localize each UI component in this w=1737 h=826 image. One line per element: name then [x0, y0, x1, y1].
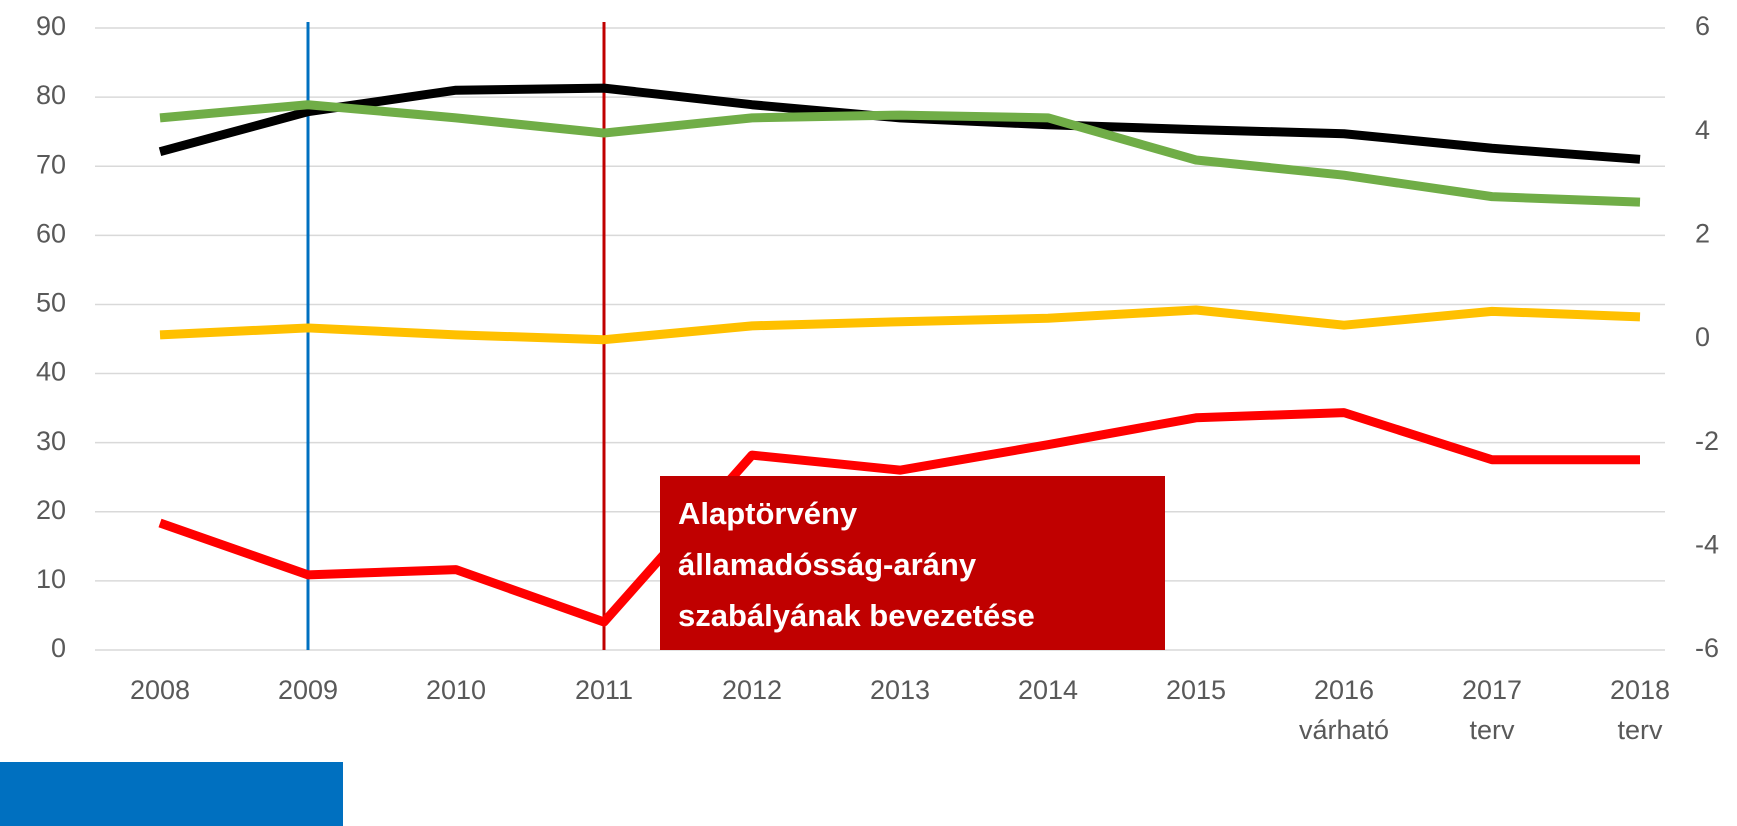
y-tick-label: 30	[36, 426, 66, 456]
corner-band	[0, 762, 343, 826]
series-line	[159, 100, 1641, 207]
y2-tick-label: 4	[1695, 115, 1710, 145]
x-tick-label: 2017	[1462, 675, 1522, 705]
x-tick-label: 2010	[426, 675, 486, 705]
y-tick-label: 70	[36, 149, 66, 179]
x-tick-label: 2009	[278, 675, 338, 705]
x-tick-sublabel: terv	[1469, 715, 1515, 745]
x-tick-sublabel: várható	[1299, 715, 1389, 745]
series-line	[159, 305, 1641, 345]
annotation-box	[660, 476, 1165, 650]
annotation-text: Alaptörvény	[678, 496, 858, 531]
x-tick-label: 2015	[1166, 675, 1226, 705]
x-tick-label: 2008	[130, 675, 190, 705]
y-tick-label: 80	[36, 80, 66, 110]
y2-tick-label: -4	[1695, 529, 1719, 559]
y-tick-label: 0	[51, 633, 66, 663]
y2-tick-label: 6	[1695, 11, 1710, 41]
x-tick-label: 2016	[1314, 675, 1374, 705]
y-tick-label: 90	[36, 11, 66, 41]
y2-tick-label: -6	[1695, 633, 1719, 663]
y2-tick-label: 0	[1695, 322, 1710, 352]
x-tick-label: 2011	[575, 675, 633, 705]
y-tick-label: 10	[36, 564, 66, 594]
x-tick-label: 2013	[870, 675, 930, 705]
x-tick-label: 2014	[1018, 675, 1078, 705]
annotation-text: szabályának bevezetése	[678, 598, 1035, 633]
annotation-text: államadósság-arány	[678, 547, 977, 582]
y-tick-label: 50	[36, 288, 66, 318]
x-tick-label: 2018	[1610, 675, 1670, 705]
series-line	[158, 83, 1641, 164]
y2-tick-label: -2	[1695, 426, 1719, 456]
y-tick-label: 60	[36, 218, 66, 248]
y-tick-label: 20	[36, 495, 66, 525]
y-tick-label: 40	[36, 357, 66, 387]
x-tick-label: 2012	[722, 675, 782, 705]
x-tick-sublabel: terv	[1617, 715, 1663, 745]
series-line	[158, 408, 1640, 627]
y2-tick-label: 2	[1695, 218, 1710, 248]
